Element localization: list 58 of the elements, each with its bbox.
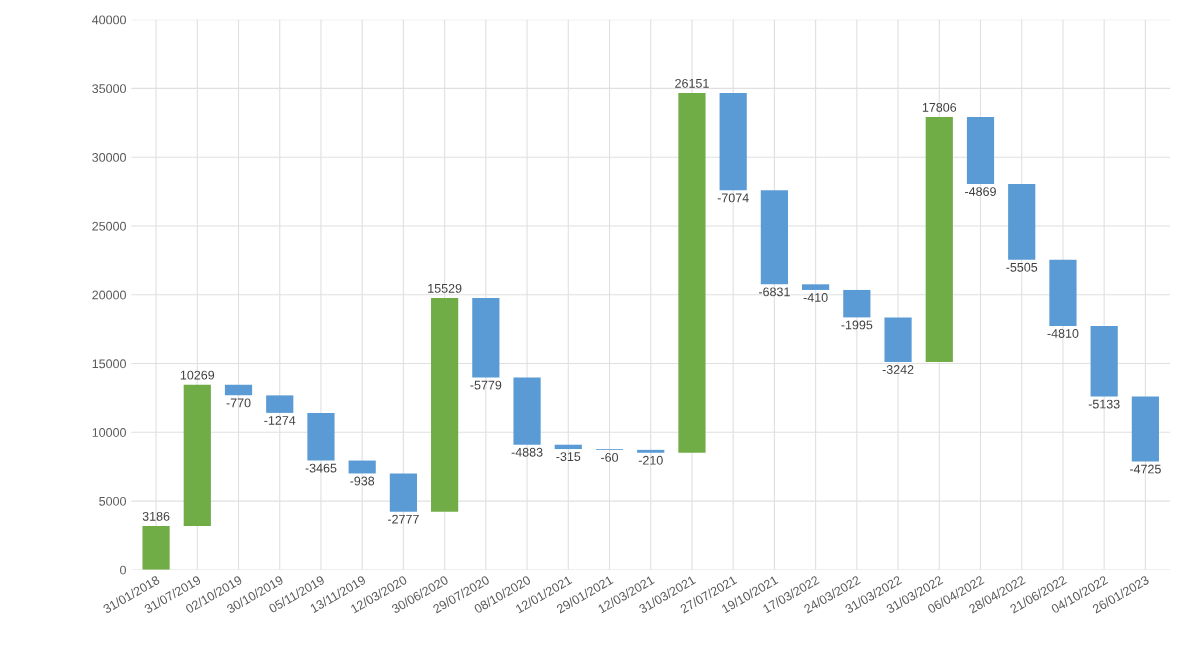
bar bbox=[802, 284, 830, 290]
data-label: -7074 bbox=[717, 193, 749, 203]
bar bbox=[183, 384, 211, 527]
data-label: -410 bbox=[803, 293, 828, 302]
data-label: -5505 bbox=[1006, 262, 1038, 272]
bar bbox=[348, 460, 376, 474]
data-label: -6831 bbox=[758, 287, 790, 297]
y-tick-label: 35000 bbox=[92, 84, 126, 94]
data-label: 10269 bbox=[180, 370, 215, 380]
bar bbox=[966, 117, 995, 185]
bar bbox=[719, 93, 747, 191]
data-label: -5779 bbox=[470, 380, 502, 390]
bar bbox=[554, 444, 582, 450]
bar bbox=[1049, 259, 1077, 326]
y-tick-label: 5000 bbox=[99, 496, 126, 506]
y-tick-label: 25000 bbox=[92, 221, 126, 231]
data-label: -2777 bbox=[387, 514, 419, 524]
bar bbox=[513, 377, 541, 445]
y-tick-label: 20000 bbox=[92, 290, 126, 300]
bar bbox=[307, 412, 335, 461]
data-label: 26151 bbox=[675, 78, 709, 88]
data-label: 3186 bbox=[142, 511, 170, 521]
data-label: -210 bbox=[638, 455, 663, 465]
bar bbox=[637, 449, 665, 453]
bar bbox=[472, 298, 500, 378]
y-tick-label: 40000 bbox=[92, 15, 126, 25]
data-label: -3465 bbox=[305, 463, 337, 473]
data-label: -1995 bbox=[841, 320, 873, 330]
bar bbox=[843, 289, 871, 318]
bar bbox=[760, 190, 788, 285]
bar bbox=[142, 526, 170, 570]
y-tick-label: 10000 bbox=[92, 428, 126, 437]
data-label: 17806 bbox=[922, 102, 957, 112]
y-tick-label: 30000 bbox=[92, 153, 126, 162]
data-label: -3242 bbox=[882, 365, 914, 374]
data-label: -60 bbox=[601, 452, 619, 462]
data-label: -770 bbox=[226, 398, 251, 408]
bar bbox=[266, 395, 294, 413]
bar bbox=[389, 473, 417, 512]
data-label: 15529 bbox=[428, 283, 462, 293]
bar bbox=[431, 298, 459, 512]
y-tick-label: 15000 bbox=[92, 359, 126, 369]
data-label: -315 bbox=[556, 452, 581, 461]
bar bbox=[884, 317, 912, 362]
data-label: -4810 bbox=[1047, 329, 1079, 338]
data-label: -5133 bbox=[1088, 399, 1120, 409]
bar bbox=[224, 384, 253, 396]
data-label: -4869 bbox=[965, 187, 996, 196]
bar bbox=[1131, 396, 1159, 462]
bar bbox=[925, 117, 953, 362]
data-label: -938 bbox=[350, 476, 375, 486]
bar bbox=[678, 93, 706, 453]
bar bbox=[1008, 184, 1036, 260]
data-label: -4883 bbox=[511, 447, 543, 457]
y-tick-label: 0 bbox=[120, 565, 126, 575]
bar bbox=[1090, 325, 1118, 397]
data-label: -1274 bbox=[264, 416, 296, 425]
data-label: -4725 bbox=[1129, 464, 1161, 474]
